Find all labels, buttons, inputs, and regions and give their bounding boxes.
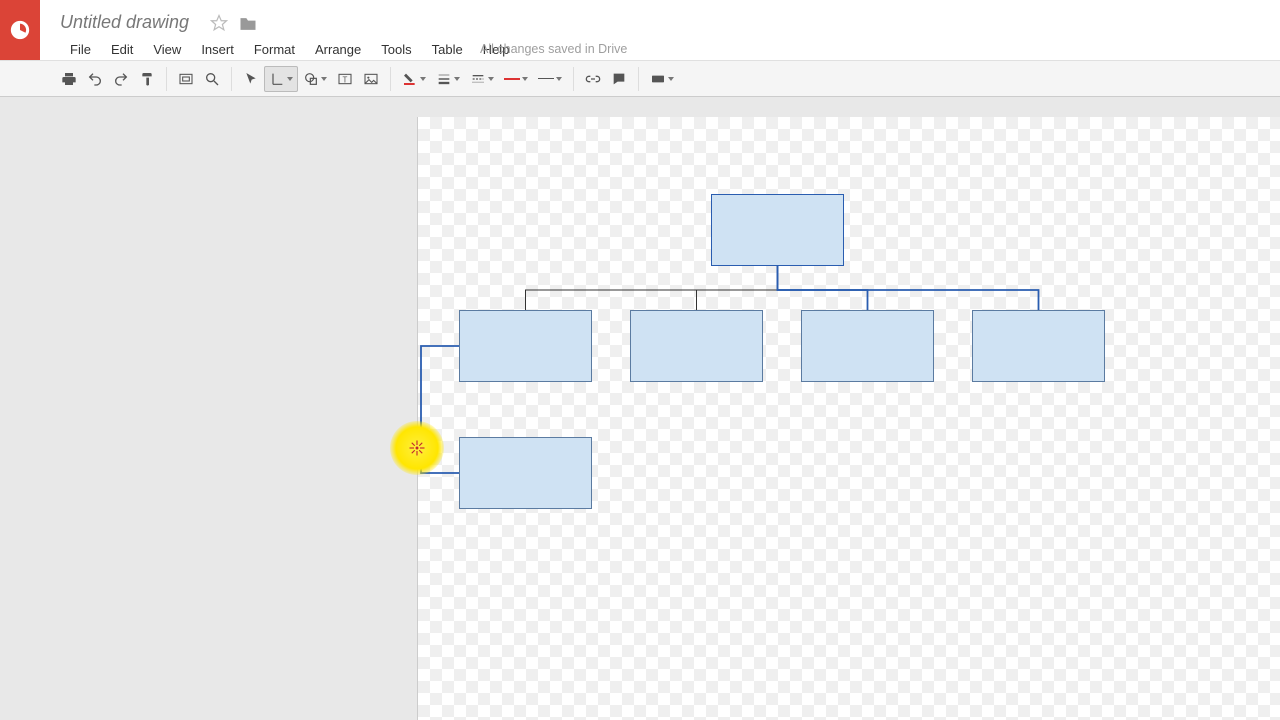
redo-icon[interactable] [108,66,134,92]
arrow-end-icon[interactable] [533,66,567,92]
textbox-icon[interactable]: T [332,66,358,92]
menu-format[interactable]: Format [244,38,305,61]
insert-link-icon[interactable] [580,66,606,92]
app-logo[interactable] [0,0,40,60]
connector[interactable] [697,266,778,310]
line-weight-icon[interactable] [431,66,465,92]
save-status: All changes saved in Drive [480,42,627,56]
print-icon[interactable] [56,66,82,92]
svg-text:T: T [343,75,348,84]
menu-insert[interactable]: Insert [191,38,244,61]
image-icon[interactable] [358,66,384,92]
org-node[interactable] [630,310,763,382]
paint-format-icon[interactable] [134,66,160,92]
undo-icon[interactable] [82,66,108,92]
menu-table[interactable]: Table [422,38,473,61]
connector[interactable] [421,346,459,473]
fit-to-screen-icon[interactable] [173,66,199,92]
zoom-icon[interactable] [199,66,225,92]
org-node[interactable] [711,194,844,266]
menubar: File Edit View Insert Format Arrange Too… [60,38,519,61]
insert-comment-icon[interactable] [606,66,632,92]
line-color-icon[interactable] [397,66,431,92]
connector[interactable] [526,266,778,310]
shape-tool-icon[interactable] [298,66,332,92]
line-dash-icon[interactable] [465,66,499,92]
drawing-canvas[interactable] [417,117,1280,720]
star-icon[interactable] [210,14,228,32]
toolbar: T [0,60,1280,97]
doc-title[interactable]: Untitled drawing [60,12,189,33]
menu-arrange[interactable]: Arrange [305,38,371,61]
menu-edit[interactable]: Edit [101,38,143,61]
menu-view[interactable]: View [143,38,191,61]
select-tool-icon[interactable] [238,66,264,92]
org-node[interactable] [801,310,934,382]
menu-tools[interactable]: Tools [371,38,421,61]
workspace [0,97,1280,720]
arrow-start-icon[interactable] [499,66,533,92]
connector[interactable] [778,266,1039,310]
org-node[interactable] [972,310,1105,382]
org-node[interactable] [459,310,592,382]
menu-file[interactable]: File [60,38,101,61]
move-to-folder-icon[interactable] [238,14,258,32]
org-node[interactable] [459,437,592,509]
connector[interactable] [778,266,868,310]
line-tool-icon[interactable] [264,66,298,92]
input-tools-icon[interactable] [645,66,679,92]
